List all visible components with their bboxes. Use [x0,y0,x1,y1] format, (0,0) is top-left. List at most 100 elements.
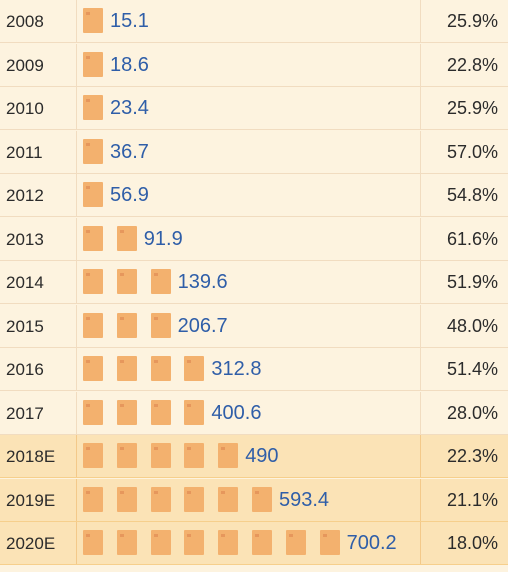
table-row: 2020E 700.2 18.0% [0,522,508,565]
bar-block [116,312,137,338]
year-label: 2009 [6,55,44,75]
column-divider [420,261,421,303]
column-divider [76,304,77,347]
column-divider [76,435,77,477]
bar-block [184,443,205,468]
data-label: 206.7 [177,314,228,337]
data-label: 23.4 [110,97,149,119]
table-row: 2016 312.8 51.4% [0,348,508,391]
bar-block [150,269,171,294]
growth-rate-label: 28.0% [446,402,498,423]
table-row: 2008 15.1 25.9% [0,0,508,43]
data-label: 490 [245,445,279,467]
column-divider [76,87,77,129]
column-divider [420,348,421,390]
column-divider [420,522,421,564]
table-row: 2012 56.9 54.8% [0,174,508,217]
bar-block [83,51,103,77]
bar-block [116,269,137,294]
bar-block [83,312,103,338]
data-label: 400.6 [211,401,262,424]
bar-block [116,443,137,468]
table-row: 2019E 593.4 21.1% [0,478,508,522]
bar-block [83,138,103,164]
growth-rate-label: 57.0% [446,141,498,162]
bar-block [83,530,103,555]
growth-rate-label: 51.9% [446,272,498,292]
bar-block [150,399,171,425]
data-label: 312.8 [211,358,262,380]
table-row: 2014 139.6 51.9% [0,261,508,304]
bar-block [83,8,103,33]
bar-block [184,530,205,555]
bar-block [184,356,205,381]
column-divider [420,87,421,129]
bar-block [184,486,205,512]
column-divider [420,130,421,173]
column-divider [76,217,77,260]
bar-block [83,182,103,207]
year-label: 2010 [6,99,44,118]
bar-block [83,269,103,294]
column-divider [420,43,421,86]
year-label: 2017 [6,403,44,423]
bar-block [184,399,205,425]
bar-block [83,225,103,251]
column-divider [76,478,77,521]
data-label: 593.4 [279,488,330,511]
bar-block [83,356,103,381]
bar-block [116,486,137,512]
year-label: 2012 [6,186,44,205]
growth-rate-label: 48.0% [446,315,498,336]
table-row: 2013 91.9 61.6% [0,217,508,261]
bar-block [116,356,137,381]
bar-block [83,399,103,425]
growth-rate-label: 18.0% [446,533,498,553]
column-divider [76,174,77,216]
bar-block [285,530,306,555]
year-label: 2015 [6,316,44,336]
column-divider [420,304,421,347]
column-divider [420,174,421,216]
column-divider [420,391,421,434]
growth-rate-label: 25.9% [446,11,498,31]
table-row: 2017 400.6 28.0% [0,391,508,435]
bar-block [319,530,340,555]
growth-rate-label: 54.8% [446,185,498,205]
bar-block [116,530,137,555]
column-divider [420,217,421,260]
column-divider [76,0,77,42]
year-label: 2016 [6,360,44,379]
column-divider [76,43,77,86]
bar-block [218,530,239,555]
column-divider [76,261,77,303]
table-row: 2018E 490 22.3% [0,435,508,478]
data-label: 18.6 [110,53,149,76]
column-divider [76,391,77,434]
data-label: 36.7 [110,140,149,163]
data-label: 700.2 [346,532,397,554]
bar-block [252,530,272,555]
year-label: 2019E [6,490,56,510]
bar-block [83,95,103,120]
bar-block [150,443,171,468]
bar-block [150,312,171,338]
table-row: 2015 206.7 48.0% [0,304,508,348]
data-label: 91.9 [143,227,183,250]
column-divider [420,0,421,42]
growth-rate-label: 22.3% [446,446,498,466]
column-divider [76,522,77,564]
bar-block [150,530,171,555]
growth-rate-label: 22.8% [446,54,498,75]
bar-block [83,486,103,512]
year-label: 2011 [6,142,43,162]
bar-block [116,399,137,425]
year-label: 2008 [6,12,44,31]
growth-rate-label: 51.4% [446,359,498,379]
column-divider [420,435,421,477]
data-label: 56.9 [110,184,149,206]
bar-block [150,486,171,512]
bar-block [218,486,239,512]
table-row: 2009 18.6 22.8% [0,43,508,87]
